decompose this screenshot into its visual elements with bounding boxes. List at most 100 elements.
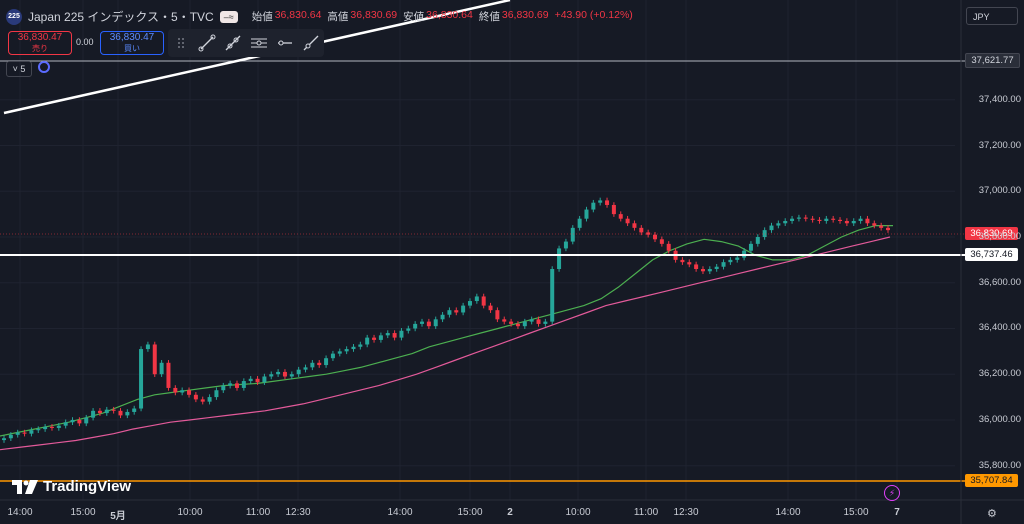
buy-label: 買い bbox=[124, 44, 140, 53]
candle bbox=[413, 323, 418, 329]
candle bbox=[118, 410, 123, 416]
candle bbox=[310, 362, 315, 368]
candle bbox=[337, 351, 342, 354]
drag-handle-icon[interactable] bbox=[168, 29, 194, 57]
drawing-toolbar bbox=[168, 29, 324, 57]
candle bbox=[365, 337, 370, 345]
ma-fast-line bbox=[0, 225, 893, 437]
high-value: 36,830.69 bbox=[350, 9, 398, 21]
x-tick-label: 12:30 bbox=[285, 507, 311, 518]
buy-button[interactable]: 36,830.47 買い bbox=[100, 31, 164, 55]
candle bbox=[406, 328, 411, 331]
close-value: 36,830.69 bbox=[501, 9, 549, 21]
candle bbox=[783, 220, 788, 224]
currency-selector[interactable]: JPY bbox=[966, 7, 1018, 25]
y-tick-label: 35,800.00 bbox=[978, 459, 1021, 471]
open-value: 36,830.64 bbox=[274, 9, 322, 21]
candle bbox=[577, 218, 582, 228]
candle bbox=[426, 321, 431, 327]
candle bbox=[132, 408, 137, 412]
horizontal-ray-icon[interactable] bbox=[272, 29, 298, 57]
y-tick-label: 36,600.00 bbox=[978, 276, 1021, 288]
y-tick-label: 37,200.00 bbox=[978, 139, 1021, 151]
change-value: +43.90 (+0.12%) bbox=[554, 9, 633, 21]
candle bbox=[221, 385, 226, 391]
market-status-icon[interactable]: –≈ bbox=[219, 10, 238, 23]
symbol-title[interactable]: Japan 225 インデックス・5・TVC bbox=[28, 10, 214, 24]
candle bbox=[84, 417, 89, 424]
ray-icon[interactable] bbox=[220, 29, 246, 57]
tradingview-logo: TradingView bbox=[12, 478, 131, 495]
x-tick-label: 12:30 bbox=[673, 507, 699, 518]
candle bbox=[502, 319, 507, 322]
candle bbox=[351, 346, 356, 350]
price-tag-white-line: 36,737.46 bbox=[965, 248, 1018, 261]
candle bbox=[817, 219, 822, 221]
y-tick-label: 36,800.00 bbox=[978, 230, 1021, 242]
candle bbox=[563, 241, 568, 249]
settings-gear-icon[interactable]: ⚙ bbox=[987, 508, 997, 520]
candle bbox=[721, 262, 726, 267]
candle bbox=[536, 319, 541, 324]
candle bbox=[858, 218, 863, 221]
candle bbox=[611, 204, 616, 215]
candle bbox=[63, 422, 68, 426]
candle bbox=[728, 259, 733, 263]
replay-icon[interactable] bbox=[38, 61, 50, 73]
candle bbox=[77, 419, 82, 424]
x-tick-label: 10:00 bbox=[177, 507, 203, 518]
candle bbox=[584, 209, 589, 219]
candle bbox=[303, 367, 308, 370]
extended-line-icon[interactable] bbox=[298, 29, 324, 57]
candle bbox=[296, 369, 301, 375]
candle bbox=[399, 330, 404, 338]
candle bbox=[653, 234, 658, 240]
parallel-channel-icon[interactable] bbox=[246, 29, 272, 57]
candle bbox=[241, 381, 246, 388]
candle bbox=[104, 409, 109, 414]
candle bbox=[8, 434, 13, 439]
sell-button[interactable]: 36,830.47 売り bbox=[8, 31, 72, 55]
symbol-logo: 225 bbox=[6, 8, 22, 25]
candle bbox=[248, 378, 253, 382]
candle bbox=[193, 394, 198, 400]
y-tick-label: 37,400.00 bbox=[978, 93, 1021, 105]
x-tick-label: 15:00 bbox=[457, 507, 483, 518]
candle bbox=[570, 227, 575, 242]
buy-price: 36,830.47 bbox=[109, 32, 155, 43]
interval-selector[interactable]: ˅ 5 bbox=[6, 61, 32, 77]
lightning-icon[interactable]: ⚡ bbox=[884, 485, 900, 501]
candle bbox=[865, 218, 870, 224]
candle bbox=[43, 426, 48, 430]
x-tick-label: 10:00 bbox=[565, 507, 591, 518]
ma-slow-line bbox=[0, 236, 891, 451]
candle bbox=[803, 217, 808, 219]
candle bbox=[392, 333, 397, 338]
candle bbox=[91, 410, 96, 418]
trend-line-icon[interactable] bbox=[194, 29, 220, 57]
y-tick-label: 36,400.00 bbox=[978, 322, 1021, 334]
candle bbox=[29, 430, 34, 434]
candle bbox=[228, 383, 233, 386]
candle bbox=[886, 227, 890, 231]
x-tick-label: 5月 bbox=[110, 511, 126, 522]
candle bbox=[598, 200, 603, 203]
candle bbox=[824, 218, 829, 221]
candle bbox=[269, 374, 274, 377]
candle bbox=[838, 219, 843, 221]
x-tick-label: 11:00 bbox=[245, 507, 271, 518]
candle bbox=[454, 310, 459, 313]
candle bbox=[550, 269, 555, 322]
candle bbox=[433, 319, 438, 327]
candle bbox=[481, 296, 486, 306]
spread-value: 0.00 bbox=[76, 37, 94, 47]
candle bbox=[173, 387, 178, 393]
candle bbox=[289, 374, 294, 377]
candle bbox=[234, 383, 239, 388]
candle bbox=[49, 426, 54, 428]
candle bbox=[139, 349, 144, 409]
x-tick-label: 7 bbox=[894, 507, 900, 518]
candle bbox=[707, 269, 712, 272]
candle bbox=[125, 411, 130, 416]
